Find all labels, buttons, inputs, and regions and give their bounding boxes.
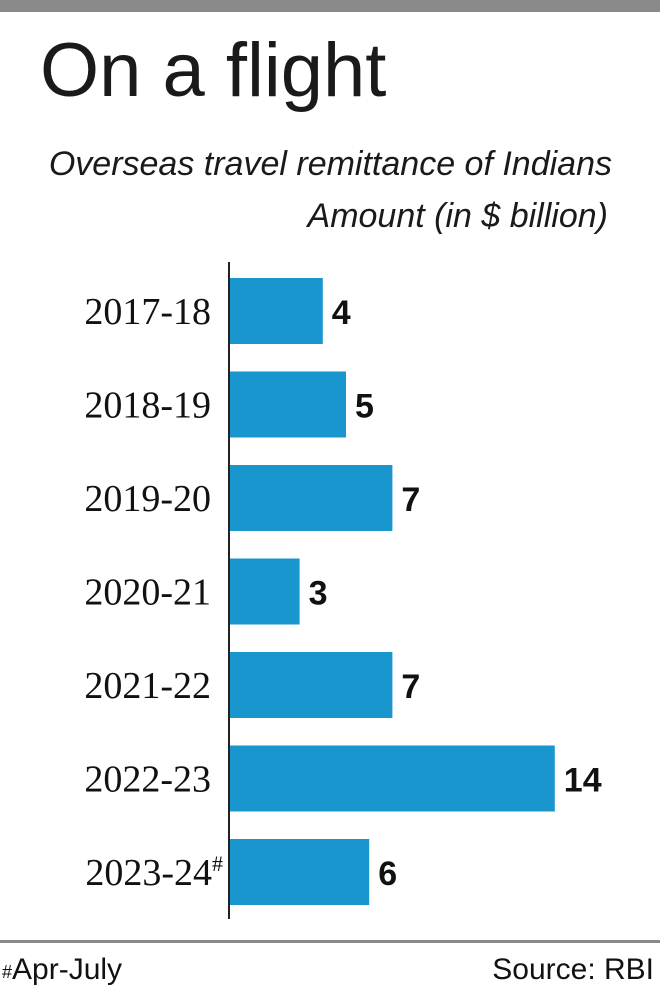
bar-2018-19	[230, 371, 346, 438]
footnote-text: Apr-July	[12, 953, 123, 986]
bar-2021-22	[230, 652, 393, 718]
top-rule	[0, 0, 660, 12]
data-label: 7	[401, 481, 420, 519]
category-label: 2022-23	[84, 759, 211, 801]
bar-2020-21	[230, 558, 300, 625]
category-label: 2018-19	[84, 385, 211, 427]
data-label: 7	[401, 668, 420, 706]
data-label: 5	[355, 388, 374, 426]
footnote: #Apr-July	[2, 950, 122, 990]
bar-2017-18	[230, 278, 323, 344]
chart-subtitle: Overseas travel remittance of Indians	[48, 145, 612, 183]
category-label: 2017-18	[84, 291, 211, 333]
unit-label: Amount (in $ billion)	[307, 197, 608, 235]
data-label: 6	[378, 855, 397, 893]
footnote-mark: #	[2, 962, 13, 982]
bar-2022-23	[230, 745, 555, 812]
data-label: 3	[309, 575, 328, 613]
category-label: 2019-20	[84, 478, 211, 520]
bar-2023-24#	[230, 839, 370, 905]
bottom-rule	[0, 940, 660, 943]
chart-title: On a flight	[40, 28, 387, 113]
bar-2019-20	[230, 465, 393, 531]
category-label: 2020-21	[84, 572, 211, 614]
category-label: 2023-24#	[85, 851, 223, 894]
source-note: Source: RBI	[492, 953, 654, 986]
category-label: 2021-22	[84, 665, 211, 707]
data-label: 14	[564, 762, 602, 800]
data-label: 4	[332, 294, 351, 332]
